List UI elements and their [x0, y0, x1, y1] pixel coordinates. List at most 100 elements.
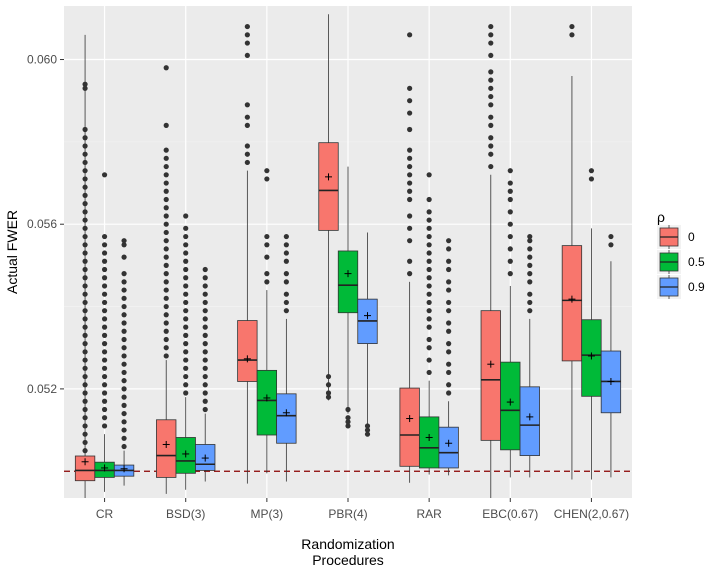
outlier-point	[244, 32, 250, 38]
outlier-point	[183, 349, 189, 355]
outlier-point	[163, 336, 169, 343]
outlier-point	[264, 233, 270, 240]
outlier-point	[244, 52, 250, 59]
outlier-point	[202, 324, 208, 330]
outlier-point	[101, 373, 108, 380]
outlier-point	[446, 328, 452, 334]
y-tick-label: 0.056	[27, 217, 57, 231]
outlier-point	[407, 196, 413, 203]
outlier-point	[507, 196, 513, 203]
x-tick-label: PBR(4)	[328, 507, 367, 521]
outlier-point	[183, 341, 189, 347]
outlier-point	[264, 271, 270, 277]
box-group	[74, 34, 96, 498]
outlier-point	[101, 316, 108, 322]
outlier-point	[121, 427, 127, 433]
outlier-point	[426, 291, 432, 297]
outlier-point	[488, 151, 494, 157]
outlier-point	[183, 324, 189, 330]
outlier-point	[407, 172, 413, 178]
y-axis-title: Actual FWER	[4, 210, 20, 294]
outlier-point	[407, 180, 413, 186]
outlier-point	[446, 349, 452, 355]
outlier-point	[407, 126, 413, 133]
legend-label: 0.9	[688, 280, 705, 294]
iqr-box	[500, 361, 521, 451]
outlier-point	[507, 221, 513, 227]
iqr-box	[256, 369, 278, 436]
outlier-point	[426, 345, 432, 351]
outlier-point	[488, 114, 494, 120]
outlier-point	[163, 312, 169, 318]
outlier-point	[283, 258, 289, 264]
outlier-point	[527, 279, 533, 285]
iqr-box	[337, 250, 359, 314]
outlier-point	[163, 147, 169, 153]
x-axis-title: Procedures	[312, 552, 384, 567]
outlier-point	[426, 172, 432, 178]
outlier-point	[202, 316, 208, 322]
outlier-point	[101, 258, 108, 264]
legend-key	[657, 250, 681, 274]
outlier-point	[446, 361, 452, 367]
outlier-point	[202, 390, 208, 396]
legend-label: 0.5	[688, 255, 705, 269]
iqr-box	[418, 416, 440, 469]
iqr-box	[156, 419, 177, 478]
outlier-point	[283, 299, 289, 306]
outlier-point	[426, 324, 432, 330]
outlier-point	[202, 382, 208, 388]
outlier-point	[101, 308, 108, 314]
outlier-point	[527, 233, 533, 240]
outlier-point	[426, 369, 432, 376]
outlier-point	[407, 32, 413, 38]
legend-key	[657, 225, 681, 249]
iqr-box	[519, 386, 540, 456]
outlier-point	[527, 308, 533, 314]
outlier-point	[121, 287, 127, 293]
outlier-point	[121, 328, 127, 334]
outlier-point	[527, 246, 533, 252]
box-group	[237, 23, 258, 484]
outlier-point	[163, 238, 169, 244]
outlier-point	[183, 390, 189, 396]
outlier-point	[183, 382, 189, 388]
outlier-point	[101, 357, 108, 363]
outlier-point	[244, 23, 250, 30]
outlier-point	[202, 373, 208, 380]
outlier-point	[426, 266, 432, 273]
outlier-point	[121, 378, 127, 384]
outlier-point	[244, 102, 250, 108]
outlier-point	[121, 419, 127, 425]
outlier-point	[488, 163, 494, 170]
outlier-point	[244, 114, 250, 120]
outlier-point	[407, 147, 413, 153]
outlier-point	[121, 361, 127, 367]
outlier-point	[426, 242, 432, 248]
legend-key	[657, 275, 681, 299]
iqr-box	[318, 142, 339, 231]
outlier-point	[202, 308, 208, 314]
outlier-point	[163, 196, 169, 203]
outlier-point	[345, 423, 351, 429]
outlier-point	[507, 168, 513, 174]
outlier-point	[426, 250, 432, 256]
outlier-point	[426, 209, 432, 215]
outlier-point	[345, 419, 351, 425]
outlier-point	[202, 266, 208, 273]
x-axis-title: Randomization	[301, 536, 394, 552]
x-tick-label: MP(3)	[251, 507, 284, 521]
outlier-point	[283, 250, 289, 256]
outlier-point	[264, 176, 270, 182]
outlier-point	[446, 246, 452, 252]
outlier-point	[407, 155, 413, 161]
outlier-point	[426, 357, 432, 363]
iqr-box	[237, 320, 258, 382]
outlier-point	[163, 353, 169, 359]
outlier-point	[202, 349, 208, 355]
outlier-point	[407, 258, 413, 264]
outlier-point	[426, 336, 432, 343]
outlier-point	[283, 271, 289, 277]
outlier-point	[202, 398, 208, 404]
